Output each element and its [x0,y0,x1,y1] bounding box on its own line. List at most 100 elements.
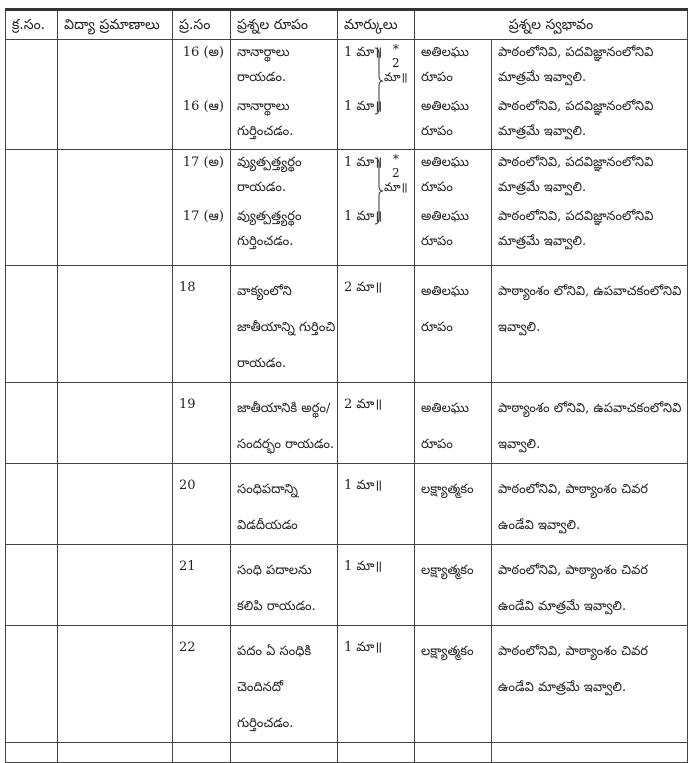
text-line: వ్యుత్పత్త్యర్థం [237,155,302,170]
question-form-cell: పదం ఏ సంధికి చెందినదో గుర్తించడం. [230,625,338,743]
nature-cell: పాఠ్యాంశం లోనివి, ఉపవాచకంలోనివి ఇవ్వాలి. [490,382,689,464]
nature-cell: పాఠంలోనివి, పాఠ్యాంశం చివర ఉండేవి మాత్రమే… [490,625,689,743]
text-line: మాత్రమే ఇవ్వాలి. [498,124,587,139]
text-line: మాత్రమే ఇవ్వాలి. [498,180,587,195]
text-line: రూపం [421,437,453,452]
standards-cell [57,544,173,626]
brace-icon [374,46,384,116]
question-form-cell: వాక్యంలోని జాతీయాన్ని గుర్తించి రాయడం. [230,265,338,383]
marks-cell: 2 మా॥ [337,382,415,464]
header-standards: విద్యా ప్రమాణాలు [57,9,173,40]
text-line: రూపం [421,180,453,195]
nature-cell: పాఠంలోనివి, పదవిజ్ఞానంలోనివి మాత్రమే ఇవ్వ… [490,39,689,150]
text-line: గుర్తించడం. [237,716,294,731]
serial-cell [5,39,58,150]
text-line: సంధి పదాలను [237,563,312,578]
type-cell: అతిలఘు రూపం అతిలఘు రూపం [414,39,492,150]
text-line: సంధిపదాన్ని [237,482,298,497]
text-line: రూపం [421,234,453,249]
question-form-cell: సంధి పదాలను కలిపి రాయడం. [230,544,338,626]
marks-value: 1 మా॥ [344,45,383,60]
text-line: ఉండేవి మాత్రమే ఇవ్వాలి. [498,680,627,695]
text-line: 16 (ఆ) [182,99,224,114]
standards-cell [57,463,173,545]
serial-cell [5,463,58,545]
text-line: పాఠ్యాంశం లోనివి, ఉపవాచకంలోనివి [498,401,682,416]
type-cell: అతిలఘు రూపం అతిలఘు రూపం [414,149,492,266]
question-number-cell: 18 [172,265,231,383]
question-form-cell: వ్యుత్పత్త్యర్థం రాయడం. వ్యుత్పత్త్యర్థం గు… [230,149,338,266]
text-line: పాఠంలోనివి, పదవిజ్ఞానంలోనివి [498,99,654,114]
type-cell: అతిలఘు రూపం [414,265,492,383]
text-line: గుర్తించడం. [237,124,294,139]
question-form-cell: సంధిపదాన్ని విడదీయడం [230,463,338,545]
standards-cell [57,265,173,383]
standards-cell [57,149,173,266]
marks-cell: 1 మా॥ 1 మా॥ * 2 మా॥ [337,149,415,266]
text-line: కలిపి రాయడం. [237,599,316,614]
text-line: గుర్తించడం. [237,234,294,249]
nature-cell: పాఠంలోనివి, పాఠ్యాంశం చివర ఉండేవి ఇవ్వాలి… [490,463,689,545]
combined-marks: * 2 మా॥ [384,42,408,84]
marks-value: 1 మా॥ [344,155,383,170]
text-line: ఇవ్వాలి. [498,320,541,335]
text-line: పాఠంలోనివి, పదవిజ్ఞానంలోనివి [498,209,654,224]
text-line: 17 (అ) [182,155,224,170]
standards-cell [57,382,173,464]
text-line: రూపం [421,320,453,335]
text-line: రాయడం. [237,356,287,371]
text-line: వ్యుత్పత్త్యర్థం [237,209,302,224]
type-cell: లక్ష్యాత్మకం [414,544,492,626]
nature-cell: పాఠంలోనివి, పాఠ్యాంశం చివర ఉండేవి మాత్రమే… [490,544,689,626]
header-row: క్ర.సం. విద్యా ప్రమాణాలు ప్ర.సం ప్రశ్నల … [5,9,689,40]
question-number-cell: 22 [172,625,231,743]
text-line: మాత్రమే ఇవ్వాలి. [498,234,587,249]
table-row: 16 (అ) 16 (ఆ) నానార్థాలు రాయడం. నానార్థాలు గ… [5,39,689,150]
text-line: పాఠ్యాంశం లోనివి, ఉపవాచకంలోనివి [498,284,682,299]
marks-value: 1 మా॥ [344,209,383,224]
text-line: వాక్యంలోని [237,284,292,299]
table-row: 18 వాక్యంలోని జాతీయాన్ని గుర్తించి రాయడం. … [5,265,689,383]
brace-icon [374,156,384,226]
text-line: పాఠంలోనివి, పాఠ్యాంశం చివర [498,482,649,497]
text-line: నానార్థాలు [237,99,290,114]
question-pattern-table: క్ర.సం. విద్యా ప్రమాణాలు ప్ర.సం ప్రశ్నల … [5,8,689,763]
marks-cell: 1 మా॥ 1 మా॥ * 2 మా॥ [337,39,415,150]
question-number-cell: 20 [172,463,231,545]
type-cell: లక్ష్యాత్మకం [414,463,492,545]
text-line: రూపం [421,70,453,85]
text-line: లక్ష్యాత్మకం [421,563,474,578]
text-line: రూపం [421,124,453,139]
question-form-cell: నానార్థాలు రాయడం. నానార్థాలు గుర్తించడం. [230,39,338,150]
serial-cell [5,382,58,464]
question-number-cell: 16 (అ) 16 (ఆ) [172,39,231,150]
text-line: అతిలఘు [421,99,470,114]
question-number-cell: 17 (అ) 17 (ఆ) [172,149,231,266]
marks-cell: 1 మా॥ [337,544,415,626]
header-question-nature: ప్రశ్నల స్వభావం [413,9,689,40]
serial-cell [5,544,58,626]
standards-cell [57,625,173,743]
text-line: లక్ష్యాత్మకం [421,644,474,659]
text-line: లక్ష్యాత్మకం [421,482,474,497]
type-cell: లక్ష్యాత్మకం [414,625,492,743]
text-line: మాత్రమే ఇవ్వాలి. [498,70,587,85]
text-line: పదం ఏ సంధికి [237,644,312,659]
serial-cell [5,625,58,743]
header-question-form: ప్రశ్నల రూపం [230,9,338,40]
text-line: పాఠంలోనివి, పాఠ్యాంశం చివర [498,644,649,659]
text-line: 17 (ఆ) [182,209,224,224]
text-line: చెందినదో [237,680,284,695]
marks-value: 1 మా॥ [344,99,383,114]
text-line: జాతీయాన్ని గుర్తించి [237,320,336,335]
nature-cell: పాఠంలోనివి, పదవిజ్ఞానంలోనివి మాత్రమే ఇవ్వ… [490,149,689,266]
text-line: 16 (అ) [182,45,224,60]
marks-cell: 2 మా॥ [337,265,415,383]
type-cell: అతిలఘు రూపం [414,382,492,464]
text-line: విడదీయడం [237,518,298,533]
marks-cell: 1 మా॥ [337,463,415,545]
question-number-cell: 21 [172,544,231,626]
text-line: అతిలఘు [421,45,470,60]
text-line: అతిలఘు [421,284,470,299]
text-line: ఉండేవి ఇవ్వాలి. [498,518,581,533]
